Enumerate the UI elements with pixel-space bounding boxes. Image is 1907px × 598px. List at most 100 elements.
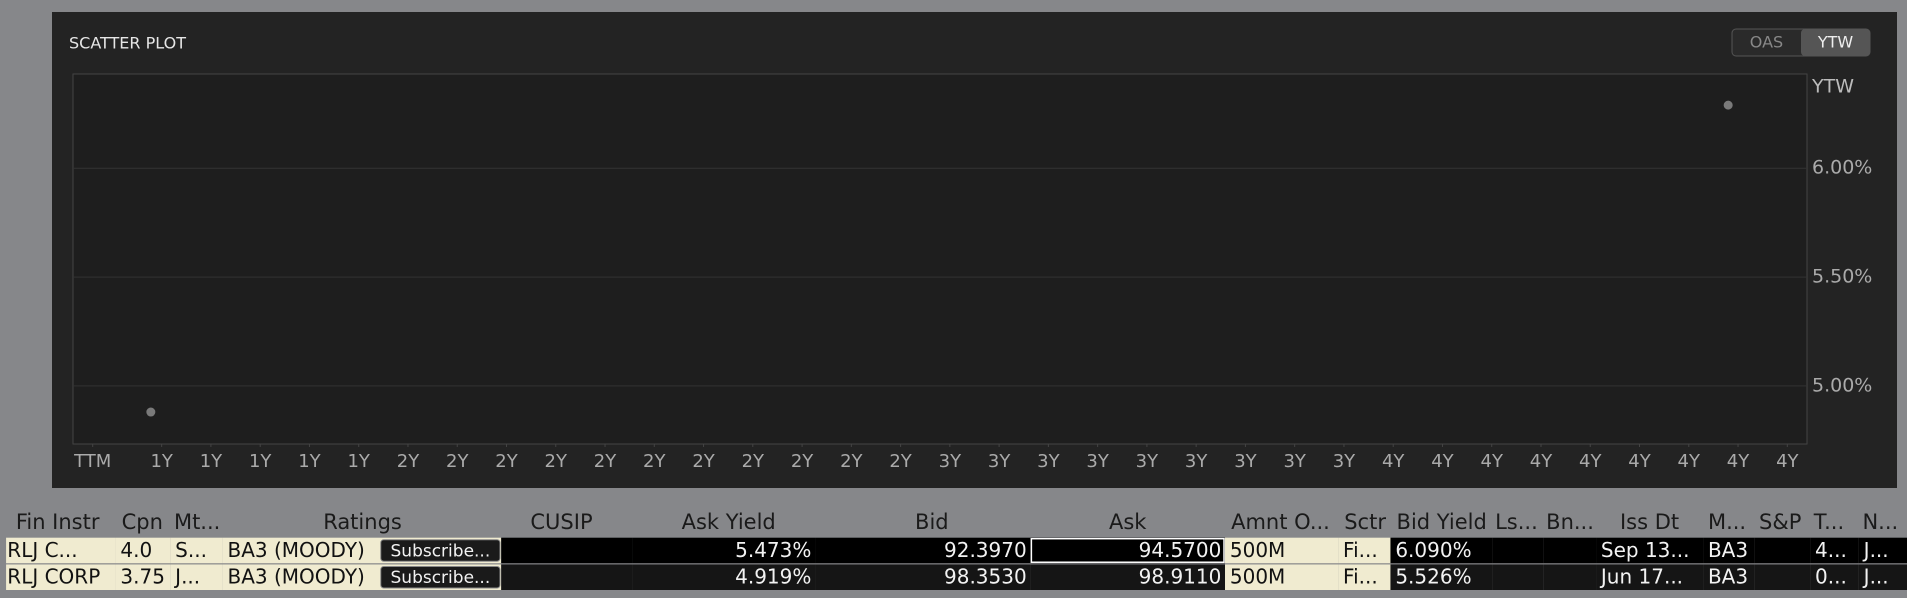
x-tick-label: 2Y: [692, 451, 715, 472]
column-header: Ratings: [323, 510, 402, 534]
column-header: CUSIP: [530, 510, 592, 534]
cell: [1810, 564, 1859, 591]
y-tick-label: 6.00%: [1812, 157, 1872, 179]
cell-text: J...: [173, 565, 200, 589]
toggle-option[interactable]: YTW: [1817, 33, 1854, 52]
column-header: T...: [1813, 510, 1844, 534]
x-tick-label: TTM: [73, 451, 111, 472]
x-tick-label: 2Y: [791, 451, 814, 472]
cell: [1492, 537, 1544, 564]
subscribe-label[interactable]: Subscribe...: [391, 541, 491, 561]
x-tick-label: 4Y: [1382, 451, 1405, 472]
cell-text: 92.3970: [944, 538, 1027, 562]
cell-text: Fi...: [1343, 538, 1378, 562]
column-header: M...: [1708, 510, 1746, 534]
cell: [501, 537, 633, 564]
cell-text: J...: [1862, 565, 1889, 589]
cell: [1596, 564, 1704, 591]
cell: [1858, 564, 1907, 591]
column-header: Iss Dt: [1620, 510, 1679, 534]
column-header: Bid: [915, 510, 949, 534]
x-tick-label: 3Y: [1185, 451, 1208, 472]
subscribe-button[interactable]: [380, 565, 501, 589]
cell: [1390, 564, 1493, 591]
cell-text: J...: [1862, 538, 1889, 562]
cell: [115, 564, 171, 591]
y-axis-label: YTW: [1811, 76, 1854, 98]
cell-text: S...: [175, 538, 207, 562]
cell-text: 5.473%: [735, 538, 811, 562]
x-tick-label: 2Y: [742, 451, 765, 472]
cell-text: BA3: [1708, 565, 1748, 589]
cell: [1754, 564, 1811, 591]
cell-text: BA3 (MOODY): [227, 565, 364, 589]
x-tick-label: 4Y: [1579, 451, 1602, 472]
cell-text: BA3: [1708, 538, 1748, 562]
cell: [1338, 564, 1391, 591]
cell: [1754, 537, 1811, 564]
cell-text: RLJ CORP: [7, 565, 100, 589]
cell: [1225, 564, 1339, 591]
cell: [1703, 537, 1755, 564]
subscribe-label[interactable]: Subscribe...: [391, 568, 491, 588]
x-tick-label: 4Y: [1727, 451, 1750, 472]
cell-text: 0...: [1815, 565, 1847, 589]
x-tick-label: 2Y: [397, 451, 420, 472]
column-header: N...: [1862, 510, 1898, 534]
column-header: Bid Yield: [1397, 510, 1487, 534]
cell: [1338, 537, 1391, 564]
cell-text: 5.526%: [1395, 565, 1471, 589]
x-tick-label: 1Y: [150, 451, 173, 472]
cell-text: 500M: [1230, 565, 1285, 589]
toggle-selected[interactable]: [1801, 29, 1870, 56]
cell: [1703, 564, 1755, 591]
cell: [1030, 564, 1226, 591]
cell-text: 98.3530: [944, 565, 1027, 589]
x-tick-label: 2Y: [545, 451, 568, 472]
column-header: S&P: [1759, 510, 1801, 534]
x-tick-label: 2Y: [643, 451, 666, 472]
cell: [1858, 537, 1907, 564]
column-header: Sctr: [1344, 510, 1386, 534]
x-tick-label: 1Y: [347, 451, 370, 472]
x-tick-label: 3Y: [939, 451, 962, 472]
x-tick-label: 2Y: [594, 451, 617, 472]
chart-title: SCATTER PLOT: [69, 34, 186, 53]
x-tick-label: 3Y: [1136, 451, 1159, 472]
cell-text: BA3 (MOODY): [227, 538, 364, 562]
cell: [815, 537, 1031, 564]
x-tick-label: 3Y: [1037, 451, 1060, 472]
cell-text: 4...: [1815, 538, 1847, 562]
cell: [815, 564, 1031, 591]
column-header: Bn...: [1546, 510, 1594, 534]
column-header: Ls...: [1495, 510, 1538, 534]
cell-text: 500M: [1230, 538, 1285, 562]
x-tick-label: 4Y: [1776, 451, 1799, 472]
column-header: Mt...: [174, 510, 220, 534]
y-tick-label: 5.50%: [1812, 266, 1872, 288]
cell-selected[interactable]: [1030, 537, 1225, 563]
x-tick-label: 4Y: [1628, 451, 1651, 472]
x-tick-label: 4Y: [1530, 451, 1553, 472]
point: [1723, 100, 1733, 110]
x-tick-label: 1Y: [200, 451, 223, 472]
x-tick-label: 3Y: [1283, 451, 1306, 472]
cell: [1030, 537, 1226, 564]
x-tick-label: 4Y: [1481, 451, 1504, 472]
x-tick-label: 4Y: [1678, 451, 1701, 472]
cell: [632, 537, 816, 564]
cell: [6, 564, 116, 591]
toggle-option[interactable]: OAS: [1750, 33, 1783, 52]
cell-text: 3.75: [120, 565, 165, 589]
point: [146, 407, 156, 417]
column-header: Cpn: [122, 510, 163, 534]
cell-text: Sep 13...: [1601, 538, 1690, 562]
column-header: Amnt O...: [1231, 510, 1330, 534]
subscribe-button[interactable]: [380, 539, 501, 562]
plot-area: [72, 73, 1808, 445]
cell-text: 6.090%: [1395, 538, 1471, 562]
cell: [115, 537, 171, 564]
cell-text: 4.0: [120, 538, 152, 562]
column-header: Ask Yield: [682, 510, 776, 534]
